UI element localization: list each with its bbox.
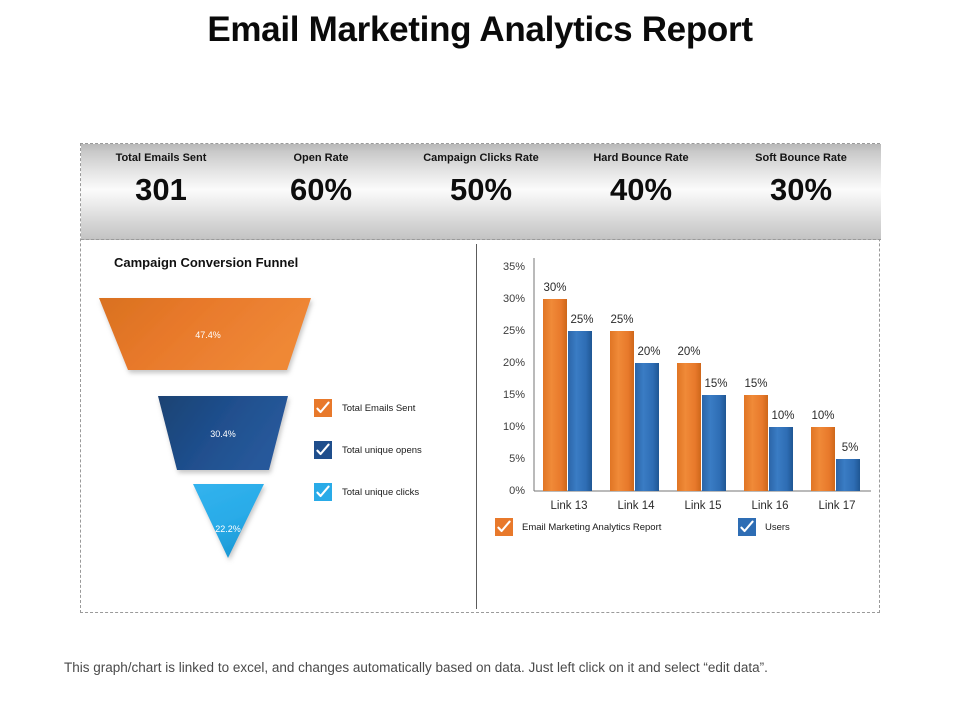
kpi-value: 50%	[449, 172, 513, 207]
funnel-legend-item-total-emails-sent[interactable]: Total Emails Sent	[314, 397, 474, 419]
page-title: Email Marketing Analytics Report	[207, 10, 753, 49]
y-axis-tick-label: 5%	[509, 453, 525, 465]
footer-note: This graph/chart is linked to excel, and…	[64, 660, 768, 675]
bar-group-link-14: 25% 20% Link 14	[610, 314, 661, 512]
x-axis-tick-label: Link 14	[617, 500, 655, 512]
kpi-cell-hard-bounce-rate: Hard Bounce Rate 40%	[561, 144, 721, 240]
bar-legend-label: Users	[765, 521, 790, 533]
bar-value-label: 5%	[842, 442, 859, 454]
bar-value-label: 20%	[637, 346, 660, 358]
bar-value-label: 30%	[543, 282, 566, 294]
y-axis-tick-label: 0%	[509, 485, 525, 497]
check-icon	[314, 483, 332, 501]
bar-group-link-16: 15% 10% Link 16	[744, 378, 795, 512]
bar-series-1[interactable]	[744, 395, 768, 491]
bar-value-label: 15%	[704, 378, 727, 390]
charts-area: Campaign Conversion Funnel	[81, 240, 881, 613]
check-icon	[314, 441, 332, 459]
kpi-value: 30%	[769, 172, 833, 207]
bar-value-label: 10%	[771, 410, 794, 422]
y-axis-tick-label: 10%	[503, 421, 525, 433]
x-axis-tick-label: Link 13	[550, 500, 587, 512]
bar-group-link-15: 20% 15% Link 15	[677, 346, 728, 512]
y-axis-tick-label: 25%	[503, 325, 525, 337]
bar-series-2[interactable]	[836, 459, 860, 491]
bar-group-link-13: 30% 25% Link 13	[543, 282, 594, 512]
kpi-cell-soft-bounce-rate: Soft Bounce Rate 30%	[721, 144, 881, 240]
bar-series-1[interactable]	[543, 299, 567, 491]
kpi-label: Hard Bounce Rate	[593, 152, 689, 164]
bar-series-2[interactable]	[769, 427, 793, 491]
bar-value-label: 15%	[744, 378, 767, 390]
bar-series-2[interactable]	[702, 395, 726, 491]
funnel-segment-label: 47.4%	[195, 330, 221, 340]
x-axis-tick-label: Link 16	[751, 500, 788, 512]
bar-legend-label: Email Marketing Analytics Report	[522, 521, 662, 533]
bar-series-2[interactable]	[635, 363, 659, 491]
funnel-chart: 47.4% 30.4% 22.2%	[91, 286, 391, 568]
y-axis-tick-label: 30%	[503, 293, 525, 305]
y-axis-tick-label: 15%	[503, 389, 525, 401]
kpi-value: 60%	[289, 172, 353, 207]
bar-series-2[interactable]	[568, 331, 592, 491]
x-axis-tick-label: Link 17	[818, 500, 855, 512]
check-icon	[738, 518, 756, 536]
check-icon	[314, 399, 332, 417]
funnel-segment-label: 30.4%	[210, 429, 236, 439]
funnel-legend: Total Emails Sent Total unique opens	[314, 397, 474, 523]
panel-divider	[476, 244, 477, 609]
funnel-segment-label: 22.2%	[215, 524, 241, 534]
kpi-label: Campaign Clicks Rate	[423, 152, 539, 164]
bar-legend-item-users[interactable]: Users	[738, 518, 790, 536]
dashboard-frame: Total Emails Sent 301 Open Rate 60% Camp…	[80, 143, 881, 613]
bar-chart-legend: Email Marketing Analytics Report Users	[495, 518, 881, 542]
bar-series-1[interactable]	[811, 427, 835, 491]
funnel-legend-label: Total unique opens	[342, 444, 422, 456]
bar-value-label: 10%	[811, 410, 834, 422]
bar-value-label: 25%	[610, 314, 633, 326]
bar-legend-item-email-marketing-analytics-report[interactable]: Email Marketing Analytics Report	[495, 518, 661, 536]
kpi-label: Open Rate	[293, 152, 349, 164]
bar-chart: 35% 30% 25% 20% 15% 10% 5% 0% 30%	[481, 246, 881, 521]
kpi-label: Soft Bounce Rate	[755, 152, 847, 164]
x-axis-tick-label: Link 15	[684, 500, 721, 512]
y-axis-tick-label: 20%	[503, 357, 525, 369]
bar-series-1[interactable]	[677, 363, 701, 491]
bar-series-1[interactable]	[610, 331, 634, 491]
bar-chart-panel: 35% 30% 25% 20% 15% 10% 5% 0% 30%	[481, 240, 881, 613]
kpi-band: Total Emails Sent 301 Open Rate 60% Camp…	[81, 144, 881, 240]
kpi-cell-open-rate: Open Rate 60%	[241, 144, 401, 240]
check-icon	[495, 518, 513, 536]
funnel-segment-total-unique-opens[interactable]: 30.4%	[158, 396, 288, 470]
funnel-segment-total-unique-clicks[interactable]: 22.2%	[193, 484, 264, 558]
bar-value-label: 25%	[570, 314, 593, 326]
y-axis-tick-label: 35%	[503, 261, 525, 273]
funnel-legend-item-total-unique-opens[interactable]: Total unique opens	[314, 439, 474, 461]
kpi-value: 301	[135, 172, 187, 207]
kpi-label: Total Emails Sent	[115, 152, 207, 164]
kpi-value: 40%	[609, 172, 673, 207]
bar-group-link-17: 10% 5% Link 17	[811, 410, 860, 512]
kpi-cell-campaign-clicks-rate: Campaign Clicks Rate 50%	[401, 144, 561, 240]
funnel-legend-label: Total Emails Sent	[342, 402, 416, 414]
funnel-chart-title: Campaign Conversion Funnel	[114, 255, 299, 270]
funnel-legend-item-total-unique-clicks[interactable]: Total unique clicks	[314, 481, 474, 503]
kpi-cell-total-emails-sent: Total Emails Sent 301	[81, 144, 241, 240]
bar-value-label: 20%	[677, 346, 700, 358]
funnel-legend-label: Total unique clicks	[342, 486, 420, 498]
funnel-segment-total-emails-sent[interactable]: 47.4%	[99, 298, 311, 370]
